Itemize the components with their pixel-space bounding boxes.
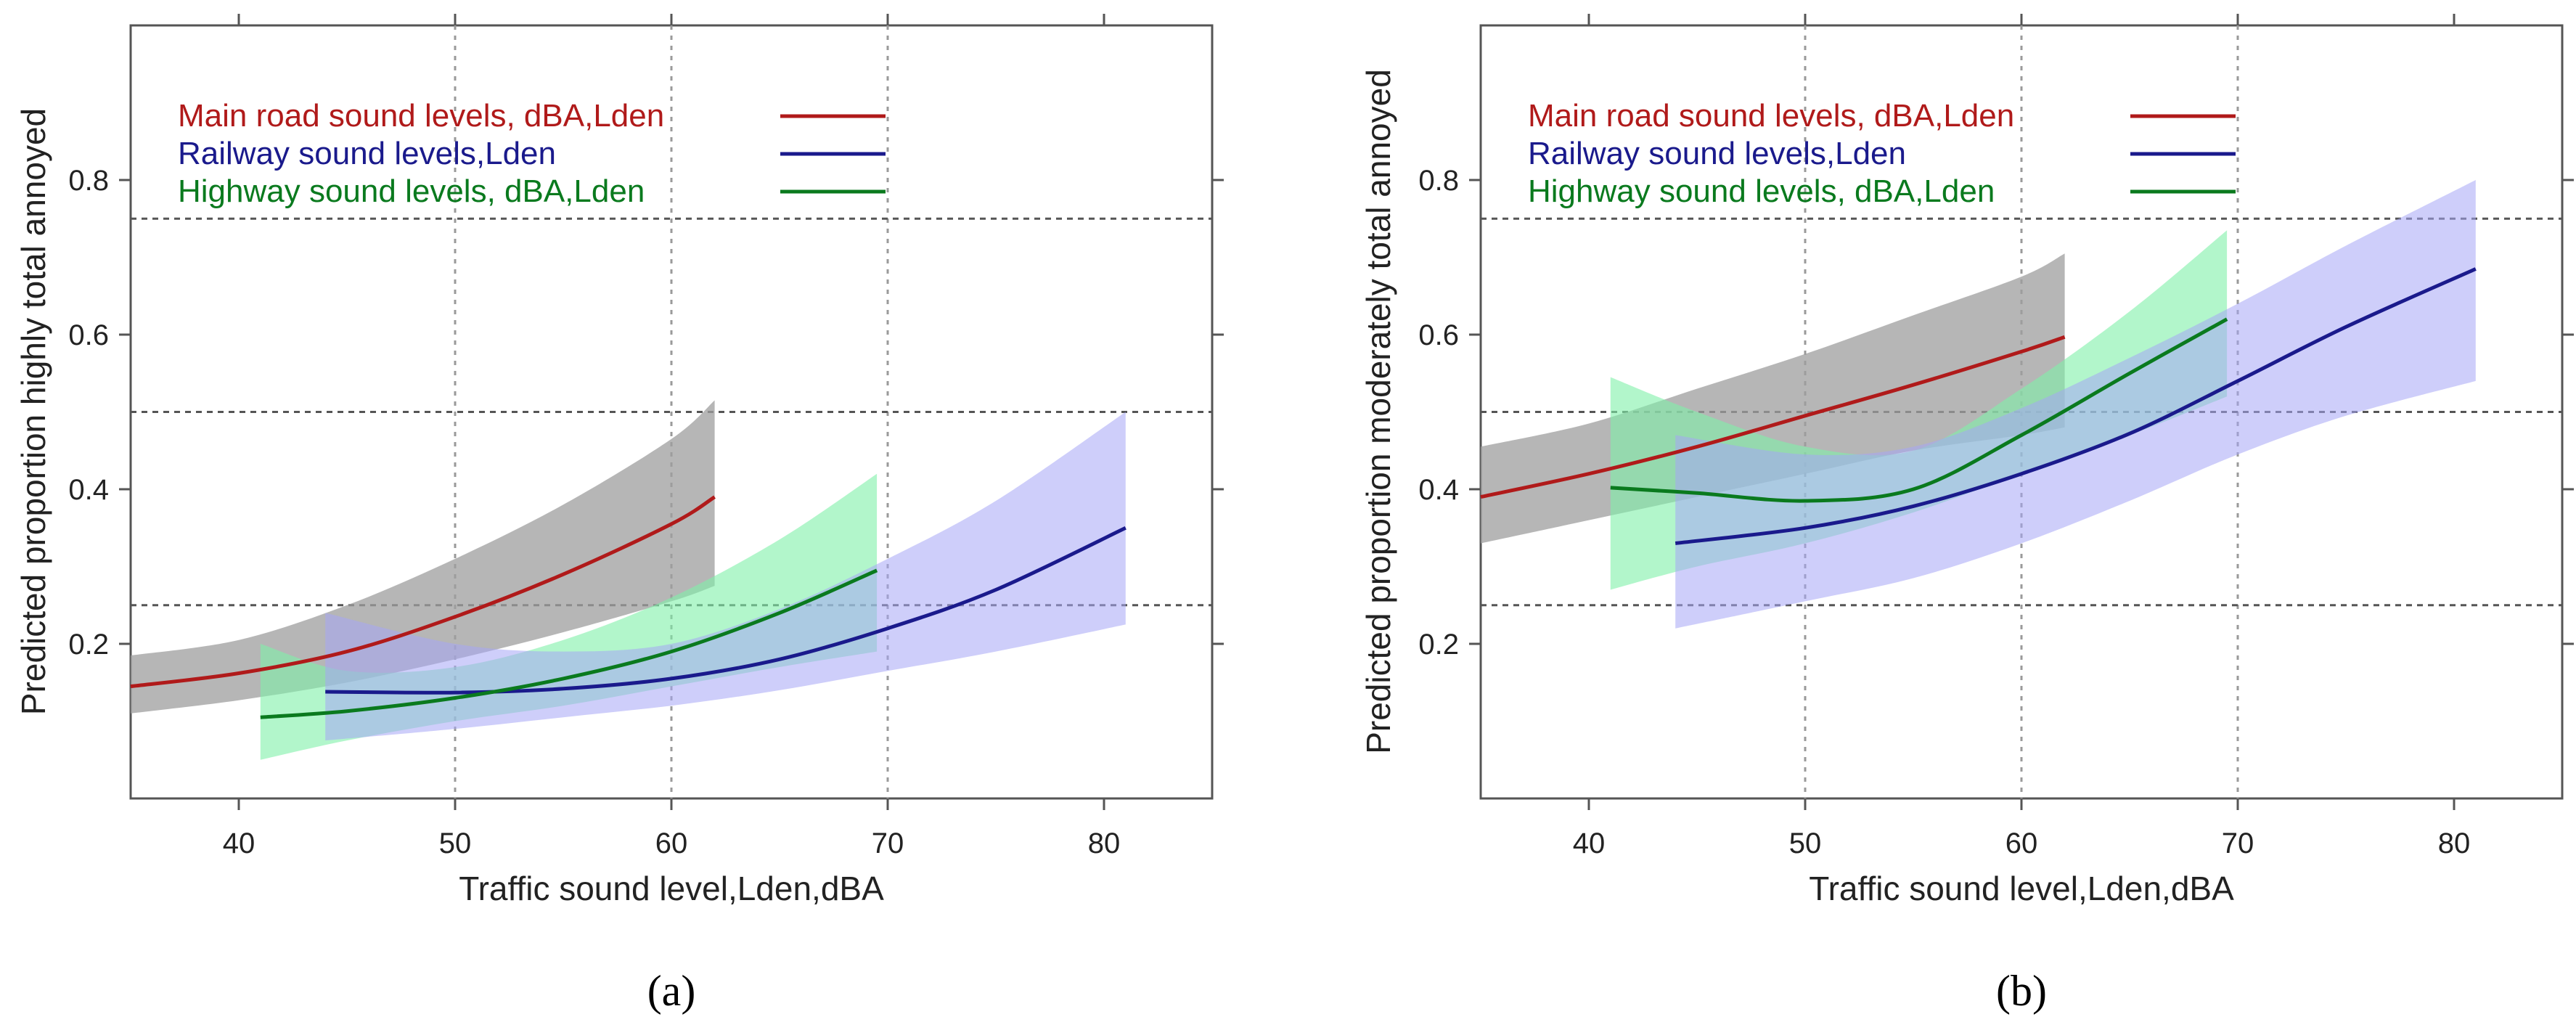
y-tick-label: 0.2 bbox=[68, 629, 109, 661]
y-tick-label: 0.6 bbox=[1418, 319, 1459, 351]
x-tick-label: 80 bbox=[2438, 827, 2471, 859]
x-tick-label: 50 bbox=[1789, 827, 1822, 859]
x-tick-label: 40 bbox=[1573, 827, 1606, 859]
panel-a: 40 50 60 70 80 0.2 0.4 0.6 0.8 Main road sound l… bbox=[15, 14, 1224, 1015]
axis-ticks: 40 50 60 70 80 0.2 0.4 0.6 0.8 bbox=[1418, 14, 2574, 859]
panel-b: 40 50 60 70 80 0.2 0.4 0.6 0.8 Main road sound l… bbox=[1359, 14, 2574, 1015]
series-lines bbox=[1480, 267, 2477, 545]
series-line bbox=[260, 568, 878, 719]
panel-label: (b) bbox=[1996, 967, 2047, 1015]
x-axis-label: Traffic sound level,Lden,dBA bbox=[1809, 870, 2234, 907]
x-tick-label: 70 bbox=[2222, 827, 2254, 859]
x-tick-label: 80 bbox=[1088, 827, 1121, 859]
series-line bbox=[325, 526, 1127, 695]
series-line bbox=[1675, 267, 2477, 545]
confidence-band bbox=[325, 412, 1126, 741]
y-axis-label: Predicted proportion moderately total an… bbox=[1359, 69, 1397, 754]
legend-label: Main road sound levels, dBA,Lden bbox=[1528, 98, 2014, 134]
y-tick-label: 0.2 bbox=[1418, 629, 1459, 661]
y-tick-label: 0.4 bbox=[68, 474, 109, 506]
series-line bbox=[1480, 335, 2066, 499]
y-tick-label: 0.8 bbox=[68, 165, 109, 197]
confidence-band bbox=[131, 400, 715, 714]
legend-label: Railway sound levels,Lden bbox=[178, 136, 556, 171]
x-axis-label: Traffic sound level,Lden,dBA bbox=[459, 870, 884, 907]
x-tick-label: 60 bbox=[655, 827, 688, 859]
x-tick-label: 70 bbox=[872, 827, 904, 859]
panel-label: (a) bbox=[647, 967, 696, 1015]
x-tick-label: 40 bbox=[223, 827, 255, 859]
confidence-bands bbox=[131, 400, 1126, 760]
legend-label: Main road sound levels, dBA,Lden bbox=[178, 98, 664, 134]
y-tick-label: 0.6 bbox=[68, 319, 109, 351]
y-tick-label: 0.4 bbox=[1418, 474, 1459, 506]
legend-label: Highway sound levels, dBA,Lden bbox=[178, 173, 645, 209]
legend: Main road sound levels, dBA,LdenRailway … bbox=[178, 98, 886, 209]
y-axis-label: Predicted proportion highly total annoye… bbox=[15, 108, 52, 715]
axis-ticks: 40 50 60 70 80 0.2 0.4 0.6 0.8 bbox=[68, 14, 1224, 859]
series-lines bbox=[130, 495, 1127, 719]
legend-label: Highway sound levels, dBA,Lden bbox=[1528, 173, 1995, 209]
x-tick-label: 50 bbox=[439, 827, 472, 859]
legend: Main road sound levels, dBA,LdenRailway … bbox=[1528, 98, 2236, 209]
x-tick-label: 60 bbox=[2005, 827, 2038, 859]
series-line bbox=[1610, 317, 2228, 503]
y-tick-label: 0.8 bbox=[1418, 165, 1459, 197]
series-line bbox=[130, 495, 716, 689]
legend-label: Railway sound levels,Lden bbox=[1528, 136, 1906, 171]
